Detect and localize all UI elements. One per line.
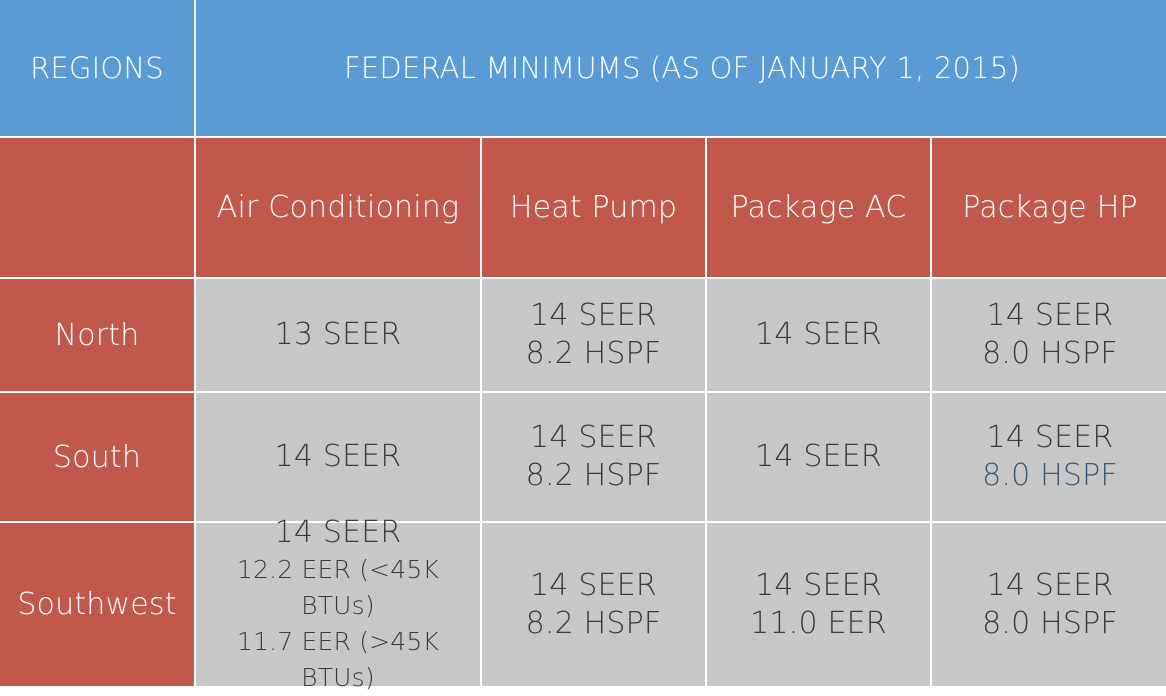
cell-south-package-hp: 14 SEER 8.0 HSPF: [932, 393, 1166, 521]
cell-south-package-ac: 14 SEER: [707, 393, 930, 521]
regions-header: REGIONS: [0, 0, 194, 136]
cell-south-heat-pump: 14 SEER 8.2 HSPF: [482, 393, 705, 521]
cell-north-heat-pump: 14 SEER 8.2 HSPF: [482, 279, 705, 391]
empty-corner-cell: [0, 138, 194, 277]
region-label: South: [52, 439, 142, 475]
cell-value: 14 SEER: [986, 420, 1114, 455]
cell-value: 14 SEER: [755, 439, 882, 474]
cell-value: 13 SEER: [274, 317, 402, 352]
cell-value: 14 SEER: [986, 298, 1114, 333]
region-south: South: [0, 393, 194, 521]
cell-value: 14 SEER: [755, 317, 882, 352]
cell-value: 11.0 EER: [750, 605, 887, 641]
cell-value: 8.2 HSPF: [525, 605, 662, 641]
cell-value: 8.0 HSPF: [982, 605, 1118, 641]
column-header-label: Heat Pump: [509, 190, 678, 225]
column-header-label: Air Conditioning: [216, 190, 460, 225]
column-header-heat-pump: Heat Pump: [482, 138, 705, 277]
cell-southwest-package-hp: 14 SEER 8.0 HSPF: [932, 523, 1166, 686]
column-header-package-ac: Package AC: [707, 138, 930, 277]
region-north: North: [0, 279, 194, 391]
cell-value: 11.7 EER (>45K BTUs): [236, 626, 440, 692]
cell-north-air-conditioning: 13 SEER: [196, 279, 480, 391]
cell-value: 14 SEER: [986, 567, 1114, 603]
cell-north-package-ac: 14 SEER: [707, 279, 930, 391]
cell-value: 14 SEER: [530, 298, 657, 333]
column-header-label: Package HP: [962, 190, 1138, 225]
cell-southwest-air-conditioning: 14 SEER 12.2 EER (<45K BTUs) 11.7 EER (>…: [196, 515, 480, 692]
cell-value: 8.0 HSPF: [982, 458, 1118, 493]
cell-value: 8.2 HSPF: [525, 336, 662, 371]
cell-southwest-heat-pump: 14 SEER 8.2 HSPF: [482, 523, 705, 686]
column-header-label: Package AC: [730, 190, 907, 225]
region-label: Southwest: [17, 587, 177, 622]
cell-north-package-hp: 14 SEER 8.0 HSPF: [932, 279, 1166, 391]
regions-header-label: REGIONS: [30, 51, 164, 85]
cell-value: 14 SEER: [755, 567, 882, 603]
cell-value: 14 SEER: [530, 567, 657, 603]
cell-southwest-package-ac: 14 SEER 11.0 EER: [707, 523, 930, 686]
cell-value: 14 SEER: [530, 420, 657, 455]
column-header-package-hp: Package HP: [932, 138, 1166, 277]
federal-minimums-header: FEDERAL MINIMUMS (AS OF JANUARY 1, 2015): [196, 0, 1166, 136]
region-southwest: Southwest: [0, 523, 194, 686]
cell-south-air-conditioning: 14 SEER: [196, 393, 480, 521]
cell-value: 12.2 EER (<45K BTUs): [236, 554, 440, 620]
region-label: North: [54, 317, 140, 353]
column-header-air-conditioning: Air Conditioning: [196, 138, 480, 277]
federal-minimums-header-label: FEDERAL MINIMUMS (AS OF JANUARY 1, 2015): [344, 51, 1020, 85]
cell-value: 8.2 HSPF: [525, 458, 662, 493]
cell-value: 14 SEER: [274, 514, 402, 550]
cell-value: 8.0 HSPF: [982, 336, 1118, 371]
cell-value: 14 SEER: [274, 439, 402, 474]
